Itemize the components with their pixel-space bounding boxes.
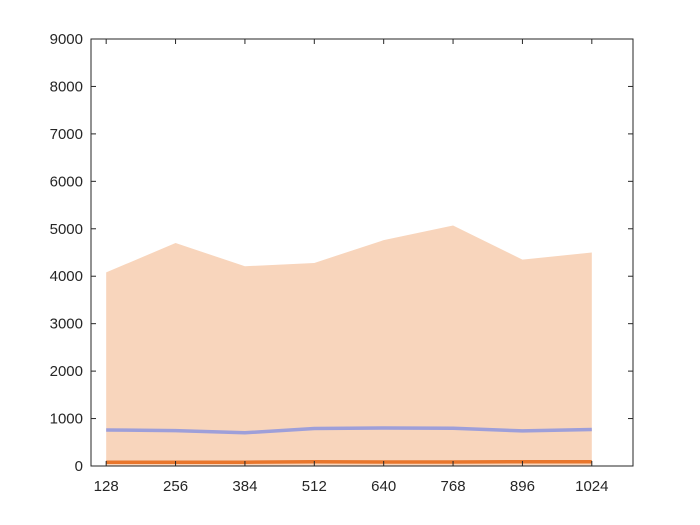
plot-area	[106, 225, 592, 466]
x-tick-label: 384	[232, 478, 257, 495]
x-tick-label: 768	[441, 478, 466, 495]
x-tick-label: 640	[371, 478, 396, 495]
x-tick-label: 896	[510, 478, 535, 495]
y-tick-label: 3000	[50, 316, 83, 333]
line-series-1	[106, 426, 592, 435]
y-tick-label: 1000	[50, 411, 83, 428]
area-series-0	[106, 225, 592, 466]
y-tick-label: 5000	[50, 221, 83, 238]
x-tick-label: 512	[302, 478, 327, 495]
x-tick-label: 256	[163, 478, 188, 495]
y-tick-label: 7000	[50, 126, 83, 143]
y-tick-label: 6000	[50, 173, 83, 190]
y-tick-label: 9000	[50, 31, 83, 48]
y-tick-label: 4000	[50, 268, 83, 285]
plot-frame	[90, 38, 634, 467]
y-axis: 0 1000 2000 3000 4000 5000 6000 7000 8000 9000	[50, 31, 633, 475]
y-tick-label: 2000	[50, 363, 83, 380]
x-axis: 128 256 384 512 640 768 896 1024	[94, 39, 608, 495]
x-tick-label: 128	[94, 478, 119, 495]
x-tick-label: 1024	[575, 478, 608, 495]
y-tick-label: 0	[75, 458, 83, 475]
y-tick-label: 8000	[50, 78, 83, 95]
